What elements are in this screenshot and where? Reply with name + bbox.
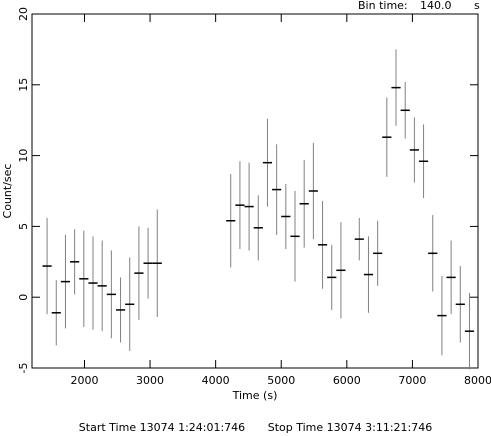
y-tick-label: 20 <box>17 7 30 21</box>
bin-time-label: Bin time: <box>358 0 408 12</box>
bin-time-unit: s <box>474 0 480 12</box>
x-tick-label: 2000 <box>70 374 98 387</box>
stop-time: Stop Time 13074 3:11:21:746 <box>268 421 433 434</box>
y-tick-label: 10 <box>17 149 30 163</box>
y-tick-label: 15 <box>17 78 30 92</box>
x-axis-title: Time (s) <box>232 389 278 402</box>
x-tick-label: 4000 <box>202 374 230 387</box>
x-tick-label: 3000 <box>136 374 164 387</box>
x-tick-label: 8000 <box>464 374 491 387</box>
y-tick-label: -5 <box>17 363 30 374</box>
y-tick-label: 5 <box>17 223 30 230</box>
x-tick-label: 6000 <box>333 374 361 387</box>
y-axis-title: Count/sec <box>1 164 14 219</box>
x-tick-label: 5000 <box>267 374 295 387</box>
bin-time-value: 140.0 <box>420 0 452 12</box>
x-tick-label: 7000 <box>398 374 426 387</box>
plot-frame <box>31 13 479 369</box>
start-time: Start Time 13074 1:24:01:746 <box>79 421 245 434</box>
y-tick-label: 0 <box>17 294 30 301</box>
